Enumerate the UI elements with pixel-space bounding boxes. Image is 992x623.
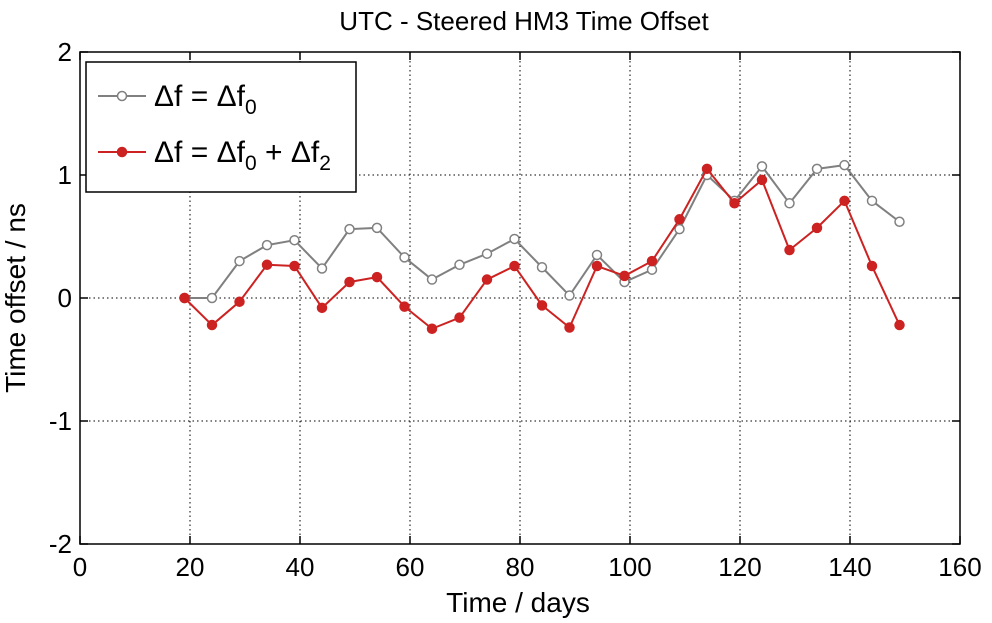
series-1-point [564,322,575,333]
series-0-point [371,222,383,234]
series-0-point [564,290,575,301]
y-tick-label: -2 [49,529,72,559]
series-0-point [894,216,905,227]
series-1-point [261,259,273,271]
series-0-point [454,259,465,271]
series-0-point [289,234,300,246]
legend-label-1-sub-b: 2 [319,152,331,175]
series-1-point [619,270,630,282]
series-1-point [234,296,245,307]
y-axis-label: Time offset / ns [0,203,31,393]
series-1-point [399,301,410,312]
legend-marker-series-1 [116,146,128,158]
legend-label-0-text: Δf = Δf [154,80,246,113]
series-1-point [316,302,328,314]
series-0-point [839,159,850,171]
series-1-point [179,292,190,304]
plot-frame [79,51,961,545]
series-1-point [426,323,438,334]
legend-box [85,61,357,193]
series-0-point [261,239,273,251]
legend-marker-series-0 [116,90,128,102]
series-1-point [866,260,878,272]
y-tick-labels: -2 -1 0 1 2 [49,37,72,559]
series-0-point [316,263,328,274]
series-1 [179,163,905,334]
series-0-point [866,195,878,207]
legend-label-1-sub-a: 0 [245,152,257,175]
x-tick-label: 100 [608,552,651,582]
series-0 [179,159,905,304]
x-tick-label: 20 [176,552,205,582]
series-0-point [344,223,355,235]
series-0-point [206,292,218,304]
series-1-point [784,244,795,256]
series-0-point [646,264,658,275]
series-1-point [729,198,740,209]
series-0-point [756,161,768,172]
series-0-point [234,255,245,267]
series-1-point [701,163,713,175]
series-1-point [536,300,548,311]
series-1-point [646,255,658,267]
x-tick-label: 160 [938,552,981,582]
legend: Δf = Δf0 Δf = Δf0 + Δf2 [85,61,357,193]
series-1-point [481,274,493,285]
x-tick-label: 60 [396,552,425,582]
legend-label-1-text-b: + Δf [257,136,320,169]
series-1-point [591,260,603,272]
series-0-point [536,262,548,273]
y-tick-label: 2 [58,37,72,67]
legend-label-series-0: Δf = Δf0 [154,80,257,119]
series-1-point [756,174,768,186]
series-0-point [481,248,493,259]
x-tick-label: 120 [718,552,761,582]
series-1-point [674,214,685,225]
legend-label-0-sub: 0 [245,96,257,119]
series-1-point [206,319,218,331]
series-0-point [509,233,520,245]
x-tick-label: 80 [506,552,535,582]
series-1-point [894,319,905,331]
legend-label-series-1: Δf = Δf0 + Δf2 [154,136,331,175]
series-1-point [454,312,465,323]
series-1-point [371,271,383,283]
series-1-point [509,260,520,272]
series-layer [179,159,905,334]
chart-title: UTC - Steered HM3 Time Offset [339,6,709,36]
series-0-point [811,163,823,175]
series-1-point [289,260,300,272]
series-1-point [811,222,823,234]
series-1-point [344,276,355,288]
series-0-point [674,223,685,235]
x-tick-labels: 0 20 40 60 80 100 120 140 160 [73,552,982,582]
x-tick-label: 140 [828,552,871,582]
series-0-point [399,252,410,263]
series-0-point [784,198,795,209]
y-tick-label: 1 [58,160,72,190]
x-axis-label: Time / days [446,587,590,618]
y-tick-label: -1 [49,406,72,436]
legend-label-1-text-a: Δf = Δf [154,136,246,169]
series-1-point [839,195,850,207]
x-tick-label: 40 [286,552,315,582]
y-tick-label: 0 [58,283,72,313]
x-tick-label: 0 [73,552,87,582]
series-0-point [591,249,603,261]
series-0-point [426,274,438,285]
